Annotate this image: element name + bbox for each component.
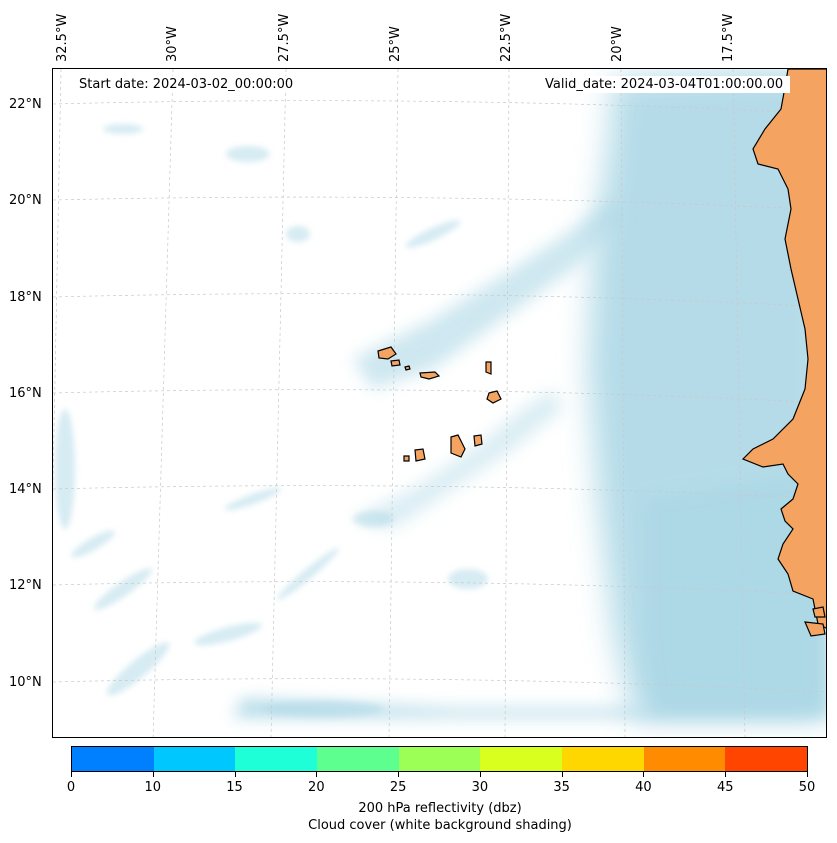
cloud-patch: [71, 530, 115, 558]
map-canvas: [53, 69, 826, 737]
island-sao-nicolau: [419, 371, 441, 380]
cloud-patch: [263, 701, 383, 717]
start-date-label: Start date: 2024-03-02_00:00:00: [72, 76, 301, 93]
colorbar-tick: [643, 772, 645, 777]
colorbar-tick: [234, 772, 236, 777]
lat-label-18n: 18°N: [9, 290, 42, 305]
island-brava: [403, 455, 410, 462]
cloud-patch: [106, 642, 170, 696]
cloud-patch: [405, 220, 461, 248]
lat-label-12n: 12°N: [9, 578, 42, 593]
cloud-streak-north: [353, 199, 623, 389]
cape-verde-islands: [377, 346, 502, 462]
africa-coastline: [741, 69, 826, 629]
island-maio: [473, 434, 483, 447]
colorbar-segment: [317, 747, 399, 771]
island-boa-vista: [486, 390, 502, 404]
colorbar-segment: [725, 747, 808, 771]
lon-label-27-5w: 27.5°W: [277, 13, 292, 62]
cloud-mass-southeast: [233, 469, 826, 717]
cloud-patch: [277, 548, 339, 600]
lon-label-20w: 20°W: [610, 26, 625, 62]
colorbar: [71, 746, 808, 772]
colorbar-tick: [316, 772, 318, 777]
graticule: [53, 69, 826, 737]
lat-label-10n: 10°N: [9, 675, 42, 690]
colorbar-tick-label: 30: [471, 780, 489, 795]
colorbar-segment: [643, 747, 726, 771]
island-santa-luzia: [404, 365, 411, 371]
cloud-patch: [224, 487, 282, 511]
colorbar-segment: [562, 747, 644, 771]
cloud-streak-mid: [353, 389, 563, 529]
colorbar-segment: [235, 747, 318, 771]
colorbar-tick-label: 50: [798, 780, 816, 795]
cloud-patch: [226, 146, 270, 162]
colorbar-tick: [71, 772, 72, 777]
lon-label-25w: 25°W: [388, 26, 403, 62]
valid-date-label: Valid_date: 2024-03-04T01:00:00.00: [538, 76, 791, 93]
cloud-patch: [353, 511, 393, 527]
colorbar-tick-label: 0: [66, 780, 76, 795]
island-sal: [485, 361, 492, 375]
colorbar-tick-label: 20: [308, 780, 325, 795]
cloud-cover-shading: [55, 69, 826, 719]
lon-label-22-5w: 22.5°W: [499, 13, 514, 62]
lat-label-16n: 16°N: [9, 386, 42, 401]
colorbar-caption-reflectivity: 200 hPa reflectivity (dbz): [358, 801, 522, 816]
colorbar-tick-label: 25: [389, 780, 407, 795]
colorbar-caption-cloud-cover: Cloud cover (white background shading): [308, 818, 572, 833]
colorbar-tick: [398, 772, 400, 777]
colorbar-tick: [479, 772, 481, 777]
lat-label-20n: 20°N: [9, 193, 42, 208]
colorbar-tick: [561, 772, 563, 777]
colorbar-tick: [152, 772, 154, 777]
colorbar-segment: [153, 747, 236, 771]
cloud-patch: [103, 124, 143, 134]
lon-label-32-5w: 32.5°W: [55, 13, 70, 62]
island-fogo: [414, 448, 426, 462]
cloud-patch: [55, 409, 75, 529]
lon-label-17-5w: 17.5°W: [721, 13, 736, 62]
colorbar-tick-label: 15: [226, 780, 243, 795]
colorbar-tick-label: 35: [553, 780, 570, 795]
cloud-patch: [194, 622, 262, 646]
colorbar-tick-label: 45: [716, 780, 734, 795]
lon-label-30w: 30°W: [165, 26, 180, 62]
island-santiago: [450, 434, 466, 458]
colorbar-tick-label: 10: [144, 780, 162, 795]
island-sao-vicente: [390, 359, 401, 367]
map-panel[interactable]: [52, 68, 827, 738]
cloud-patch: [94, 568, 152, 610]
colorbar-tick: [807, 772, 808, 777]
colorbar-segment: [398, 747, 481, 771]
bissagos-islands: [804, 606, 826, 637]
lat-label-14n: 14°N: [9, 482, 42, 497]
island-santo-antao: [377, 346, 397, 360]
colorbar-tick-label: 40: [635, 780, 652, 795]
lat-label-22n: 22°N: [9, 97, 42, 112]
colorbar-segment: [480, 747, 563, 771]
cloud-patch: [286, 226, 310, 242]
cloud-patch: [448, 569, 488, 589]
colorbar-tick: [725, 772, 727, 777]
colorbar-segment: [72, 747, 154, 771]
